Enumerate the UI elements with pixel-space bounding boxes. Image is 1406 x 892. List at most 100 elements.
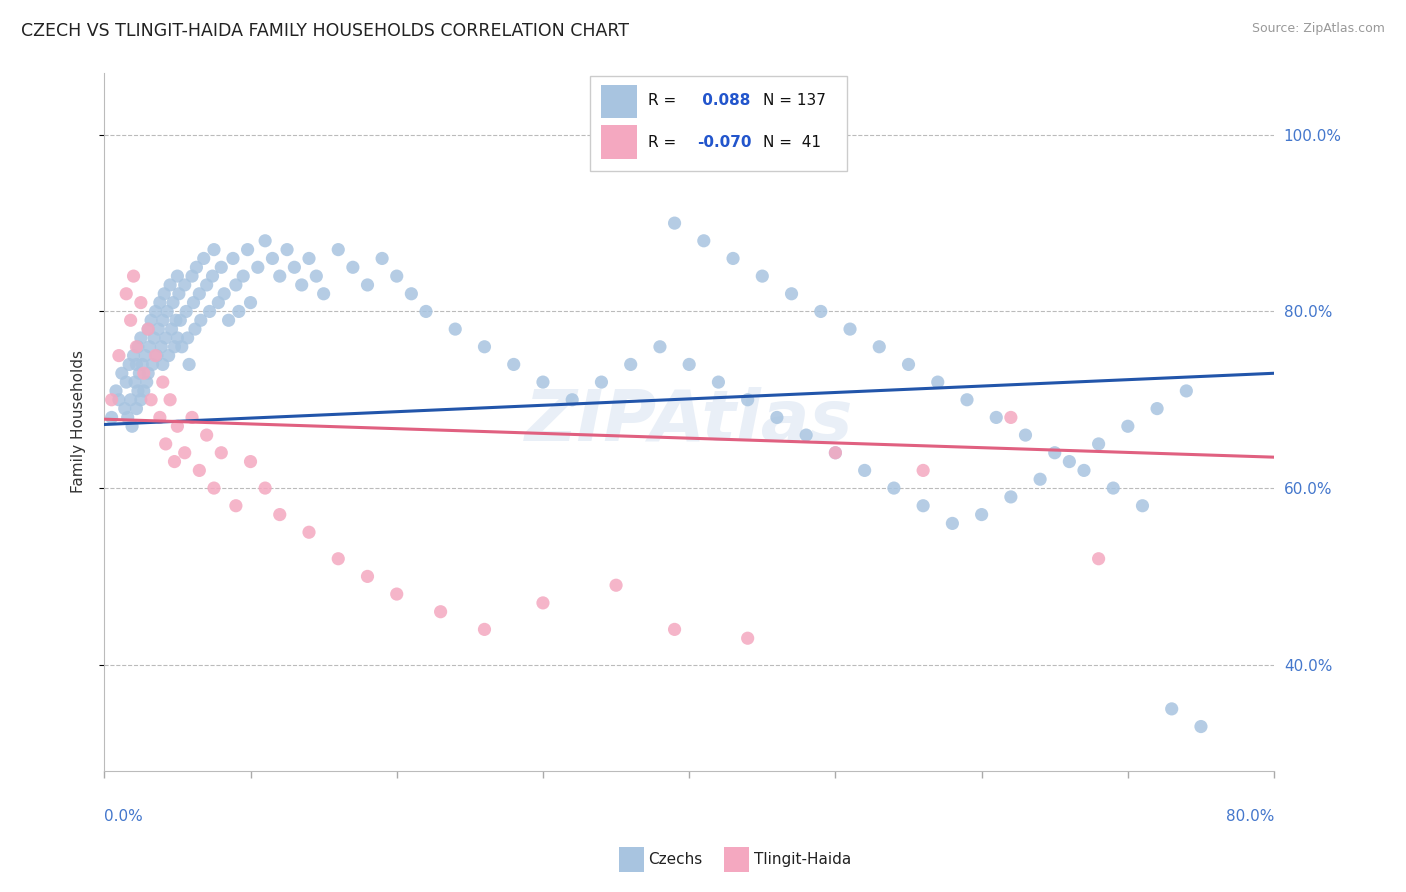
Point bbox=[342, 260, 364, 275]
Text: -0.070: -0.070 bbox=[697, 136, 752, 150]
Point bbox=[225, 499, 247, 513]
Point bbox=[356, 277, 378, 292]
Point bbox=[356, 569, 378, 583]
Point bbox=[152, 358, 174, 372]
Point bbox=[108, 392, 131, 407]
Point bbox=[152, 313, 174, 327]
Y-axis label: Family Households: Family Households bbox=[72, 351, 86, 493]
Point bbox=[181, 269, 204, 284]
Point bbox=[125, 401, 148, 416]
Point bbox=[167, 286, 190, 301]
Point bbox=[737, 392, 759, 407]
Point bbox=[664, 216, 686, 230]
FancyBboxPatch shape bbox=[602, 85, 637, 119]
Point bbox=[824, 446, 846, 460]
Point bbox=[100, 392, 122, 407]
Point bbox=[941, 516, 963, 531]
Point bbox=[262, 252, 284, 266]
Point bbox=[693, 234, 716, 248]
Point bbox=[1160, 702, 1182, 716]
Point bbox=[868, 340, 890, 354]
Point bbox=[839, 322, 862, 336]
Point bbox=[1073, 463, 1095, 477]
Point bbox=[1000, 410, 1022, 425]
Point bbox=[132, 384, 155, 398]
FancyBboxPatch shape bbox=[589, 77, 846, 170]
Text: ZIPAtlas: ZIPAtlas bbox=[524, 387, 853, 457]
FancyBboxPatch shape bbox=[602, 125, 637, 159]
Point bbox=[117, 410, 139, 425]
Point bbox=[122, 269, 145, 284]
Point bbox=[181, 410, 204, 425]
Point bbox=[328, 243, 350, 257]
Point bbox=[195, 277, 218, 292]
Point bbox=[139, 313, 162, 327]
Point bbox=[1059, 454, 1081, 468]
Point bbox=[897, 358, 920, 372]
Point bbox=[912, 463, 935, 477]
Point bbox=[166, 269, 188, 284]
Point bbox=[1189, 720, 1212, 734]
Point bbox=[129, 392, 152, 407]
Point bbox=[824, 446, 846, 460]
Text: 0.088: 0.088 bbox=[697, 94, 751, 109]
Point bbox=[111, 366, 134, 380]
Text: Source: ZipAtlas.com: Source: ZipAtlas.com bbox=[1251, 22, 1385, 36]
Point bbox=[371, 252, 394, 266]
Point bbox=[228, 304, 250, 318]
Point bbox=[305, 269, 328, 284]
Point bbox=[207, 295, 229, 310]
Point bbox=[163, 340, 186, 354]
Point bbox=[1014, 428, 1036, 442]
Point bbox=[195, 428, 218, 442]
Point bbox=[225, 277, 247, 292]
Point bbox=[166, 419, 188, 434]
Point bbox=[169, 313, 191, 327]
Point bbox=[209, 446, 232, 460]
Point bbox=[153, 286, 176, 301]
Point bbox=[149, 410, 172, 425]
Point bbox=[128, 366, 150, 380]
Point bbox=[186, 260, 208, 275]
Point bbox=[173, 446, 195, 460]
Point bbox=[648, 340, 671, 354]
Point bbox=[165, 313, 187, 327]
Point bbox=[1043, 446, 1066, 460]
Point bbox=[132, 366, 155, 380]
Point bbox=[136, 366, 159, 380]
Point bbox=[212, 286, 235, 301]
Point bbox=[232, 269, 254, 284]
Point bbox=[254, 481, 277, 495]
Point bbox=[120, 313, 142, 327]
Point bbox=[125, 358, 148, 372]
Point bbox=[135, 375, 157, 389]
Point bbox=[159, 392, 181, 407]
Point bbox=[136, 322, 159, 336]
Point bbox=[160, 322, 183, 336]
Text: R =: R = bbox=[648, 136, 676, 150]
Text: 0.0%: 0.0% bbox=[104, 809, 143, 824]
Point bbox=[150, 340, 173, 354]
Point bbox=[145, 304, 167, 318]
Point bbox=[531, 375, 554, 389]
Point bbox=[222, 252, 245, 266]
Point bbox=[751, 269, 773, 284]
Point bbox=[474, 623, 496, 637]
Point bbox=[166, 331, 188, 345]
Point bbox=[1000, 490, 1022, 504]
Point bbox=[176, 331, 198, 345]
Point bbox=[269, 508, 291, 522]
Point bbox=[766, 410, 789, 425]
Point bbox=[118, 358, 141, 372]
Point bbox=[721, 252, 744, 266]
Point bbox=[1087, 437, 1109, 451]
Point bbox=[474, 340, 496, 354]
Point bbox=[149, 295, 172, 310]
Point bbox=[853, 463, 876, 477]
Point bbox=[970, 508, 993, 522]
Point bbox=[183, 295, 205, 310]
Point bbox=[605, 578, 627, 592]
Point bbox=[127, 384, 149, 398]
Point bbox=[328, 551, 350, 566]
Point bbox=[291, 277, 314, 292]
